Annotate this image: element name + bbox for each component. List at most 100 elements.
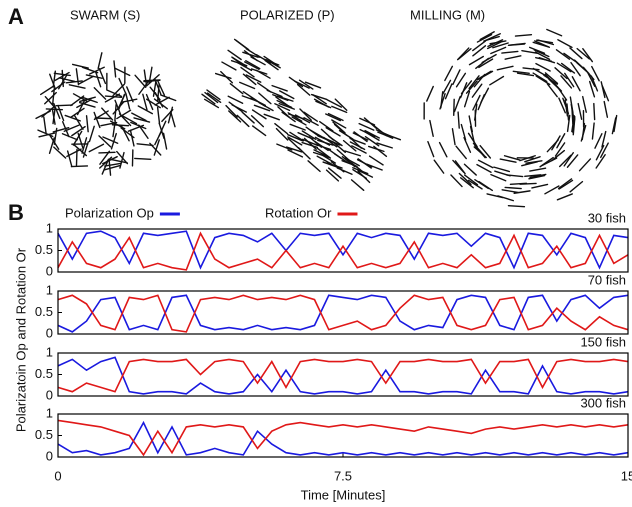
- fish: [591, 122, 595, 140]
- fish: [55, 104, 73, 107]
- fish: [342, 139, 357, 152]
- fish: [546, 139, 559, 153]
- fish: [145, 98, 161, 109]
- fish: [563, 52, 578, 64]
- fish: [353, 131, 368, 143]
- fish: [533, 40, 551, 48]
- fish: [102, 155, 118, 165]
- fish: [546, 83, 558, 98]
- fish: [53, 146, 67, 159]
- fish: [68, 84, 86, 89]
- fish: [227, 95, 244, 104]
- fish: [591, 65, 600, 82]
- fish: [524, 156, 541, 163]
- fish: [316, 155, 332, 165]
- fish: [154, 78, 162, 95]
- fish: [364, 131, 380, 141]
- fish: [319, 120, 334, 132]
- fish: [153, 139, 160, 156]
- fish: [333, 123, 348, 136]
- fish: [531, 183, 549, 189]
- fish: [426, 85, 434, 102]
- fish: [358, 122, 375, 131]
- fish: [313, 98, 330, 108]
- series-line: [57, 358, 629, 393]
- fish: [328, 135, 343, 147]
- fish: [327, 148, 343, 160]
- fish: [85, 74, 103, 79]
- chart-title: 150 fish: [580, 334, 626, 349]
- fish: [276, 95, 294, 102]
- fish: [93, 87, 107, 100]
- y-tick-label: 1: [46, 220, 53, 235]
- fish: [331, 105, 348, 114]
- fish: [557, 39, 573, 49]
- fish: [463, 90, 471, 108]
- fish: [457, 111, 460, 129]
- fish: [564, 99, 569, 117]
- fish: [473, 73, 486, 88]
- fish: [534, 51, 551, 61]
- fish: [62, 121, 70, 138]
- fish: [274, 122, 289, 135]
- fish: [287, 136, 303, 146]
- fish: [116, 109, 132, 120]
- fish: [64, 114, 81, 122]
- fish: [78, 75, 94, 85]
- fish: [114, 67, 131, 77]
- fish: [323, 136, 338, 148]
- series-line: [57, 231, 629, 271]
- fish: [468, 75, 480, 90]
- fish: [376, 142, 393, 149]
- fish: [152, 79, 157, 97]
- y-tick-label: 1: [46, 405, 53, 420]
- fish: [303, 111, 319, 122]
- fish: [251, 125, 267, 137]
- fish: [121, 115, 138, 125]
- fish: [316, 147, 332, 159]
- fish: [109, 120, 126, 130]
- fish: [546, 28, 563, 37]
- fish: [242, 51, 259, 58]
- fish: [600, 142, 609, 159]
- fish: [98, 67, 107, 85]
- fish: [299, 108, 313, 121]
- fish: [576, 47, 591, 60]
- fish: [349, 137, 366, 145]
- panel-label: A: [8, 4, 24, 29]
- fish: [81, 137, 88, 154]
- fish: [51, 107, 56, 125]
- fish: [490, 173, 507, 182]
- fish: [134, 157, 152, 161]
- fish: [287, 112, 303, 122]
- fish: [566, 103, 570, 121]
- fish: [221, 61, 237, 71]
- fish: [558, 97, 566, 114]
- x-tick-label: 0: [54, 468, 61, 483]
- fish: [571, 115, 575, 133]
- fish: [93, 111, 101, 129]
- fish: [571, 107, 574, 125]
- fish: [104, 93, 121, 103]
- fish: [236, 114, 250, 128]
- fish: [73, 114, 84, 131]
- chart-title: 300 fish: [580, 395, 626, 410]
- fish: [504, 55, 522, 60]
- fish: [49, 73, 57, 90]
- fish: [516, 72, 535, 77]
- fish: [514, 33, 533, 37]
- x-tick-label: 15: [621, 468, 632, 483]
- y-tick-label: 0.5: [35, 242, 53, 257]
- fish: [278, 102, 295, 110]
- plot-frame: [57, 290, 629, 335]
- pattern-title: POLARIZED (P): [240, 7, 335, 22]
- fish: [276, 143, 293, 151]
- panel-label: B: [8, 200, 24, 225]
- fish: [88, 143, 105, 153]
- fish: [529, 173, 547, 179]
- series-line: [57, 230, 629, 270]
- fish: [357, 158, 372, 169]
- fish: [49, 135, 60, 150]
- series-line: [57, 420, 629, 456]
- fish: [88, 125, 95, 143]
